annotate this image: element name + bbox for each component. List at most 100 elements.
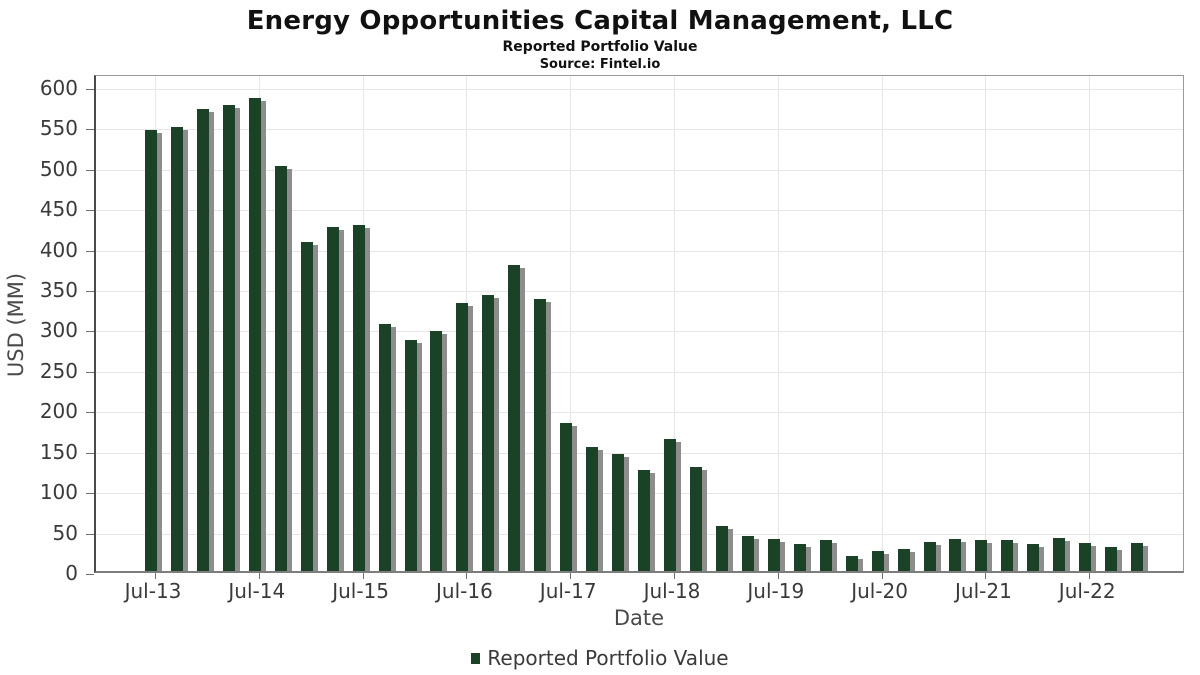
bar-fill bbox=[689, 466, 702, 571]
bar-fill bbox=[1105, 546, 1118, 571]
bar-Mar-22 bbox=[1053, 537, 1071, 571]
x-tick-mark bbox=[1089, 573, 1091, 579]
bar-shadow bbox=[1065, 540, 1071, 571]
y-tick-label: 100 bbox=[39, 480, 78, 505]
bar-shadow bbox=[182, 130, 188, 571]
y-tick-mark bbox=[86, 331, 94, 333]
bar-Sep-22 bbox=[1105, 546, 1123, 571]
bar-fill bbox=[326, 227, 339, 571]
h-gridline bbox=[96, 210, 1183, 212]
bar-Jun-16 bbox=[456, 303, 474, 571]
y-tick-label: 50 bbox=[52, 520, 78, 545]
h-gridline bbox=[96, 88, 1183, 90]
bar-shadow bbox=[883, 553, 889, 571]
v-gridline bbox=[985, 76, 987, 571]
bar-shadow bbox=[857, 559, 863, 571]
bar-Jun-19 bbox=[767, 538, 785, 571]
bar-fill bbox=[612, 453, 625, 571]
y-axis-tick-labels: 0 50 100 150 200 250 300 350 400 450 500 550 600 bbox=[0, 75, 86, 585]
bar-Mar-15 bbox=[326, 227, 344, 571]
y-tick-label: 350 bbox=[39, 278, 78, 303]
bar-Mar-19 bbox=[741, 536, 759, 571]
v-gridline bbox=[570, 76, 572, 571]
x-tick-label: Jul-21 bbox=[954, 579, 1012, 603]
bar-fill bbox=[560, 423, 573, 571]
y-tick-label: 250 bbox=[39, 358, 78, 383]
h-gridline bbox=[96, 331, 1183, 333]
bar-shadow bbox=[779, 541, 785, 571]
bar-shadow bbox=[572, 426, 578, 571]
bar-shadow bbox=[624, 456, 630, 571]
bar-shadow bbox=[727, 528, 733, 571]
bar-shadow bbox=[157, 133, 162, 571]
bar-Jun-15 bbox=[352, 225, 370, 571]
bar-Dec-13 bbox=[196, 108, 214, 571]
y-tick-mark bbox=[86, 88, 94, 90]
bar-Dec-14 bbox=[300, 241, 318, 571]
bar-shadow bbox=[909, 552, 915, 571]
bar-fill bbox=[1053, 537, 1066, 571]
x-tick-label: Jul-20 bbox=[851, 579, 908, 603]
y-tick-mark bbox=[86, 169, 94, 171]
bar-Dec-21 bbox=[1027, 543, 1045, 571]
x-tick-label: Jul-15 bbox=[332, 579, 389, 603]
bar-shadow bbox=[1013, 543, 1019, 571]
bar-fill bbox=[222, 105, 235, 571]
bar-fill bbox=[404, 339, 417, 571]
v-gridline bbox=[674, 76, 675, 571]
y-tick-mark bbox=[86, 371, 94, 373]
bar-fill bbox=[949, 539, 962, 571]
x-tick-label: Jul-16 bbox=[435, 579, 493, 603]
x-tick-mark bbox=[881, 573, 883, 579]
bar-fill bbox=[534, 298, 547, 571]
bar-shadow bbox=[676, 442, 681, 571]
y-tick-mark bbox=[86, 493, 94, 495]
y-tick-mark bbox=[86, 533, 94, 535]
bar-fill bbox=[897, 549, 910, 571]
bar-Mar-16 bbox=[430, 330, 448, 571]
x-tick-mark bbox=[674, 573, 675, 579]
x-tick-mark bbox=[362, 573, 364, 579]
bar-fill bbox=[741, 536, 754, 571]
bar-fill bbox=[196, 108, 209, 571]
bar-Jun-18 bbox=[664, 439, 681, 571]
bar-fill bbox=[845, 556, 858, 571]
v-gridline bbox=[1089, 76, 1091, 571]
bar-fill bbox=[871, 550, 884, 571]
bar-fill bbox=[1027, 543, 1040, 571]
y-tick-label: 0 bbox=[65, 561, 78, 585]
v-gridline bbox=[881, 76, 883, 571]
bar-fill bbox=[274, 165, 287, 571]
y-tick-mark bbox=[86, 412, 94, 414]
bar-fill bbox=[793, 543, 806, 571]
bar-shadow bbox=[1091, 545, 1097, 571]
y-tick-mark bbox=[86, 210, 94, 212]
bar-Dec-18 bbox=[715, 525, 733, 571]
legend-label: Reported Portfolio Value bbox=[487, 646, 729, 670]
bar-Mar-20 bbox=[845, 556, 863, 571]
bar-shadow bbox=[208, 111, 214, 571]
x-tick-label: Jul-17 bbox=[539, 579, 597, 603]
h-gridline bbox=[96, 371, 1183, 373]
y-tick-label: 400 bbox=[39, 237, 78, 262]
bar-Sep-14 bbox=[274, 165, 292, 571]
bar-Mar-17 bbox=[534, 298, 552, 571]
bar-fill bbox=[923, 541, 936, 571]
bar-shadow bbox=[234, 108, 240, 571]
y-tick-label: 300 bbox=[39, 318, 78, 343]
x-tick-mark bbox=[466, 573, 468, 579]
v-gridline bbox=[777, 76, 779, 571]
x-tick-mark bbox=[258, 573, 260, 579]
bar-fill bbox=[1131, 542, 1144, 571]
plot-area bbox=[86, 75, 1184, 579]
bar-Mar-18 bbox=[638, 469, 656, 571]
y-tick-label: 150 bbox=[39, 439, 78, 464]
chart-title: Energy Opportunities Capital Management,… bbox=[246, 6, 954, 36]
bar-fill bbox=[378, 324, 391, 571]
bar-shadow bbox=[753, 539, 759, 571]
x-tick-label: Jul-13 bbox=[124, 579, 182, 603]
bar-Jun-20 bbox=[871, 550, 889, 571]
bar-Sep-15 bbox=[378, 324, 396, 571]
bar-shadow bbox=[390, 327, 396, 571]
h-gridline bbox=[96, 169, 1183, 171]
